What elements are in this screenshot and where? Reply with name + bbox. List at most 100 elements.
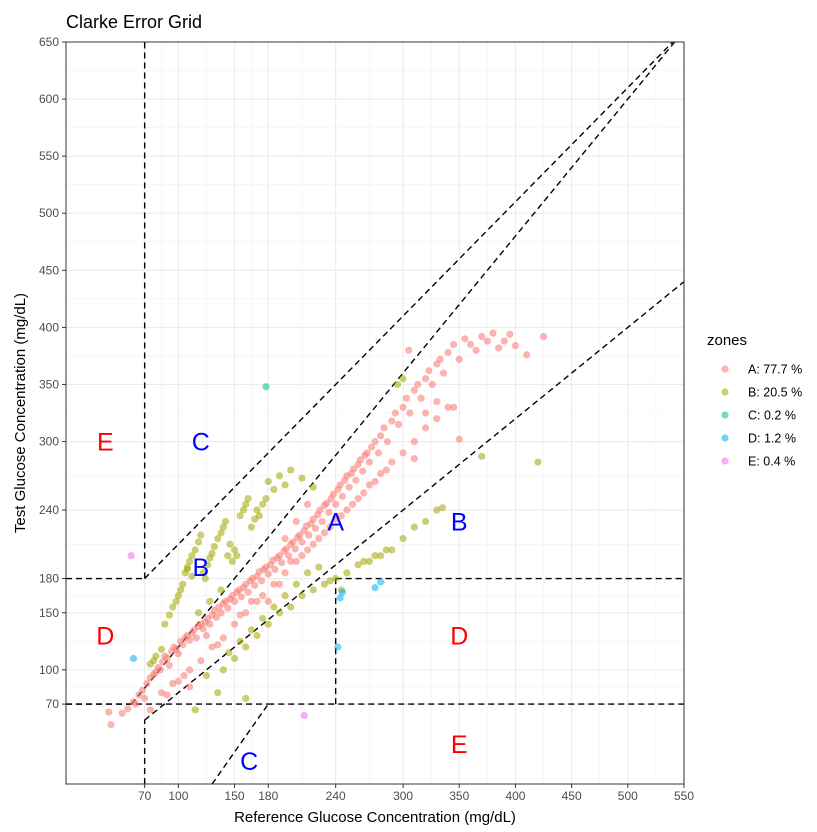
data-point-zone-A: [472, 346, 480, 354]
legend-label-C: C: 0.2 %: [748, 409, 796, 423]
data-point-zone-A: [281, 569, 289, 577]
data-point-zone-B: [421, 517, 430, 526]
data-point-zone-B: [194, 538, 203, 546]
data-point-zone-D: [334, 643, 342, 651]
data-point-zone-B: [365, 557, 373, 566]
data-point-zone-B: [534, 458, 542, 466]
x-tick-label: 500: [618, 789, 638, 803]
data-point-zone-A: [382, 466, 390, 474]
zone-label-D: D: [450, 623, 468, 651]
data-point-zone-B: [478, 452, 486, 460]
data-point-zone-A: [186, 683, 194, 691]
x-tick-label: 180: [258, 789, 278, 803]
zone-label-E: E: [97, 429, 114, 457]
legend-item-C: C: 0.2 %: [721, 409, 796, 423]
data-point-zone-B: [179, 580, 187, 588]
data-point-zone-B: [343, 569, 351, 577]
data-point-zone-A: [399, 403, 407, 411]
data-point-zone-A: [365, 458, 373, 466]
data-point-zone-A: [444, 348, 452, 357]
data-point-zone-A: [124, 705, 132, 713]
data-point-zone-A: [309, 515, 317, 523]
data-point-zone-A: [428, 380, 436, 389]
data-point-zone-B: [165, 611, 173, 619]
series-zone-E: [127, 552, 308, 720]
zone-boundaries: [66, 42, 684, 784]
data-point-zone-A: [421, 424, 430, 432]
y-tick-label: 350: [39, 377, 59, 391]
data-point-zone-A: [199, 625, 207, 633]
y-tick-label: 180: [39, 572, 59, 586]
data-point-zone-B: [217, 586, 225, 594]
data-point-zone-A: [214, 641, 222, 649]
x-axis-ticks: 70 100 150 180 240 300 350 400 450 500 550: [138, 784, 694, 803]
data-point-zone-A: [186, 666, 194, 674]
data-point-zone-A: [157, 689, 166, 697]
data-point-zone-B: [410, 523, 418, 531]
data-point-zone-B: [303, 569, 312, 577]
data-point-zone-C: [262, 383, 270, 391]
data-point-zone-A: [433, 415, 441, 423]
data-point-zone-A: [421, 409, 430, 417]
data-point-zone-B: [287, 466, 295, 474]
data-point-zone-A: [368, 443, 376, 451]
legend-label-B: B: 20.5 %: [748, 386, 802, 400]
data-point-zone-B: [399, 534, 407, 543]
data-point-zone-A: [298, 552, 306, 560]
data-point-zone-B: [172, 597, 180, 605]
data-point-zone-A: [247, 597, 255, 605]
data-point-zone-A: [174, 650, 182, 658]
data-point-zone-A: [257, 577, 266, 585]
data-point-zone-A: [298, 538, 306, 546]
data-point-zone-B: [183, 565, 191, 573]
data-point-zone-A: [291, 545, 299, 553]
legend-title: zones: [707, 332, 747, 349]
data-point-zone-B: [228, 557, 236, 566]
data-point-zone-A: [478, 332, 486, 341]
y-tick-label: 400: [39, 320, 59, 334]
data-point-zone-A: [433, 397, 441, 406]
data-point-zone-A: [138, 686, 147, 694]
y-tick-label: 240: [39, 503, 59, 517]
data-point-zone-D: [338, 588, 347, 596]
data-point-zone-B: [210, 542, 218, 551]
data-point-zone-B: [382, 546, 390, 554]
data-point-zone-A: [163, 654, 171, 663]
data-point-zone-B: [214, 689, 222, 697]
data-point-zone-A: [212, 613, 221, 621]
data-point-zone-A: [303, 546, 312, 554]
data-point-zone-A: [450, 340, 458, 349]
data-point-zone-B: [315, 563, 323, 571]
data-point-zone-A: [163, 691, 171, 699]
x-tick-label: 350: [449, 789, 469, 803]
data-point-zone-A: [348, 500, 357, 508]
data-point-zone-A: [281, 534, 289, 543]
zone-boundary-line: [211, 703, 269, 784]
data-point-zone-A: [169, 679, 177, 688]
data-point-zone-A: [292, 517, 300, 526]
legend-swatch-A: [721, 365, 729, 373]
data-point-zone-A: [208, 643, 216, 651]
data-point-zone-A: [511, 342, 520, 350]
data-point-zone-A: [414, 380, 422, 389]
data-point-zone-A: [292, 557, 300, 566]
data-point-zone-A: [455, 435, 463, 443]
data-point-zone-A: [410, 386, 418, 394]
data-point-zone-A: [391, 409, 399, 417]
data-point-zone-B: [199, 569, 207, 577]
data-point-zone-B: [242, 500, 250, 508]
zone-labels: A B B C C D D E E: [96, 429, 468, 777]
data-point-zone-B: [259, 500, 267, 508]
data-point-zone-A: [287, 557, 295, 566]
data-point-zone-A: [350, 465, 358, 473]
data-point-zone-B: [388, 546, 396, 554]
data-point-zone-A: [371, 437, 379, 446]
data-point-zone-A: [174, 677, 182, 685]
data-point-zone-B: [354, 561, 362, 569]
data-point-zone-A: [461, 335, 469, 343]
data-point-zone-A: [365, 481, 373, 489]
data-point-zone-A: [336, 481, 344, 489]
data-point-zone-B: [275, 609, 284, 617]
data-point-zone-B: [219, 666, 227, 674]
